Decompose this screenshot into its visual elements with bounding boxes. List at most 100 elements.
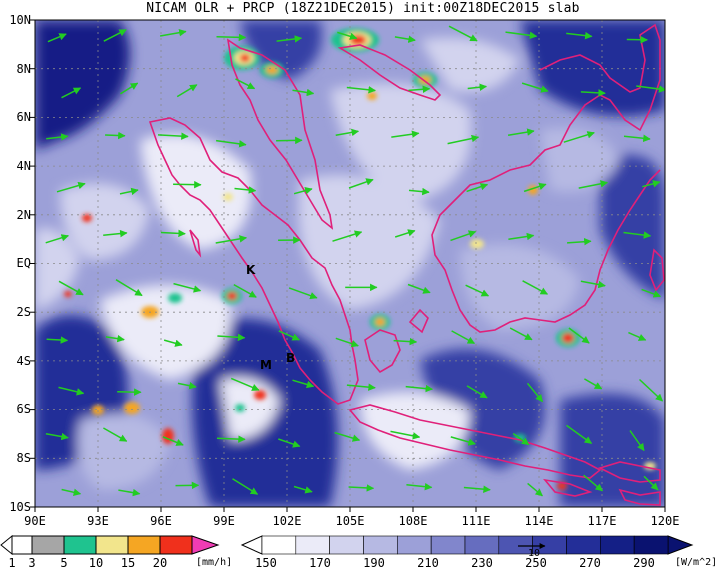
olr-tick-190: 190 (363, 556, 385, 570)
wind-vector (173, 180, 202, 189)
wind-vector (467, 83, 488, 91)
wind-vector (408, 85, 431, 93)
wind-vector (348, 484, 375, 492)
wind-vector (406, 482, 433, 491)
wind-vector (638, 378, 664, 402)
lat-label-6n: 6N (16, 110, 31, 124)
wind-vector (465, 284, 490, 297)
wind-vector (334, 431, 361, 442)
precip-bin-0 (11, 535, 33, 555)
precip-colorbar-right-arrow (191, 535, 220, 555)
wind-vector (566, 31, 593, 40)
wind-vector (451, 330, 476, 345)
wind-vector (628, 331, 647, 341)
olr-tick-270: 270 (579, 556, 601, 570)
wind-vector (119, 187, 139, 196)
wind-vector (58, 280, 84, 296)
olr-tick-290: 290 (633, 556, 655, 570)
wind-vector (233, 283, 257, 298)
wind-vector (120, 82, 139, 95)
precip-bin-3 (95, 535, 129, 555)
olr-bin (599, 535, 635, 555)
wind-vector (115, 279, 143, 297)
precip-unit: [mm/h] (196, 557, 233, 568)
wind-vector (391, 130, 420, 138)
lat-label-10n: 10N (9, 13, 31, 27)
wind-vector (567, 237, 592, 246)
lat-label-8n: 8N (16, 62, 31, 76)
lat-label-10s: 10S (9, 500, 31, 514)
wind-vector (584, 378, 603, 390)
lat-label-eq: EQ (16, 256, 31, 270)
wind-vector (508, 232, 535, 241)
wind-vector (58, 386, 85, 396)
wind-vector (393, 337, 418, 346)
wind-vector (527, 482, 543, 497)
olr-colorbar-left-arrow (240, 535, 263, 555)
lon-label-96e: 96E (150, 514, 172, 528)
wind-vector (293, 485, 313, 494)
olr-bin (464, 535, 500, 555)
lon-label-114e: 114E (524, 514, 554, 528)
wind-vector (337, 31, 358, 40)
wind-vector (162, 436, 184, 446)
wind-vector (216, 435, 246, 443)
wind-vector (103, 29, 127, 42)
wind-vector (173, 282, 202, 293)
wind-vector (505, 31, 538, 40)
wind-vector (234, 186, 257, 194)
olr-bin (329, 535, 364, 555)
olr-unit: [W/m^2] (675, 557, 718, 568)
lat-label-2s: 2S (16, 305, 31, 319)
wind-vector (103, 427, 128, 442)
wind-vector (526, 382, 544, 403)
olr-bin (430, 535, 466, 555)
wind-vector (642, 180, 661, 188)
wind-vector (335, 128, 360, 137)
wind-vector (332, 230, 363, 242)
wind-vector (45, 234, 70, 244)
lon-label-117e: 117E (587, 514, 617, 528)
precip-colorbar-left-arrow (0, 534, 13, 556)
wind-vector (583, 474, 603, 492)
station-label-m: M (260, 358, 272, 372)
lat-label-8s: 8S (16, 451, 31, 465)
olr-bin (396, 535, 432, 555)
wind-vector (278, 438, 301, 448)
wind-vector (641, 288, 662, 298)
wind-vector (118, 488, 141, 497)
precip-tick-3: 3 (28, 556, 36, 570)
wind-vector (45, 432, 69, 441)
lon-label-99e: 99E (213, 514, 235, 528)
wind-vector (157, 132, 189, 140)
olr-tick-230: 230 (471, 556, 493, 570)
wind-vector (509, 327, 533, 341)
wind-vector (407, 283, 431, 294)
wind-vector (177, 381, 197, 390)
wind-vector (394, 229, 416, 238)
precip-tick-1: 1 (8, 556, 16, 570)
wind-vector (46, 336, 69, 344)
wind-vector (348, 178, 374, 189)
olr-bin (261, 535, 297, 555)
wind-vector (466, 183, 489, 193)
wind-vector (61, 488, 82, 496)
wind-vector (56, 181, 86, 193)
figure-title: NICAM OLR + PRCP (18Z21DEC2015) init:00Z… (146, 1, 580, 16)
wind-vector (215, 235, 248, 244)
wind-vector (288, 287, 318, 300)
wind-vector (522, 280, 549, 295)
olr-tick-170: 170 (309, 556, 331, 570)
lat-label-4n: 4N (16, 159, 31, 173)
lon-label-93e: 93E (87, 514, 109, 528)
lat-label-6s: 6S (16, 402, 31, 416)
olr-tick-150: 150 (255, 556, 277, 570)
wind-vector (163, 339, 183, 347)
wind-vector (235, 78, 256, 90)
wind-vector (215, 139, 247, 148)
precip-bin-4 (127, 535, 161, 555)
wind-vector (335, 337, 359, 348)
axis-ticks (30, 19, 666, 512)
olr-colorbar (240, 535, 694, 555)
wind-vector (563, 131, 595, 143)
